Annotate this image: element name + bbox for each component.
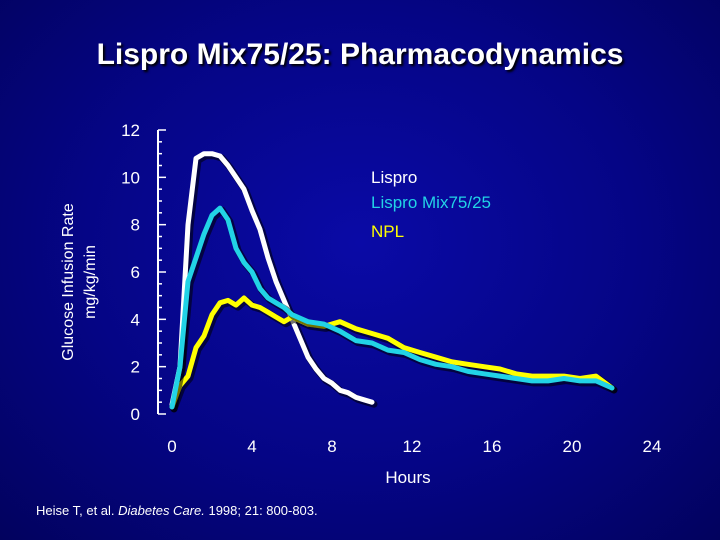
x-tick-label: 12 <box>403 437 422 456</box>
y-axis-unit-label: mg/kg/min <box>82 245 99 319</box>
chart-series <box>169 151 618 413</box>
x-tick-label: 24 <box>643 437 662 456</box>
legend-item: NPL <box>371 222 404 241</box>
citation-authors: Heise T, et al. <box>36 503 119 518</box>
y-tick-label: 4 <box>131 310 140 329</box>
slide-title: Lispro Mix75/25: Pharmacodynamics <box>96 38 624 71</box>
x-tick-label: 0 <box>167 437 176 456</box>
series-line-npl <box>169 295 615 410</box>
y-tick-label: 2 <box>131 358 140 377</box>
y-axis-label: Glucose Infusion Rate <box>60 203 77 361</box>
chart-labels: Glucose Infusion Rate mg/kg/min Hours <box>60 203 431 487</box>
y-tick-label: 0 <box>131 405 140 424</box>
x-tick-label: 4 <box>247 437 256 456</box>
citation: Heise T, et al. Diabetes Care. 1998; 21:… <box>36 503 318 518</box>
series-line-lispro-mix75-25 <box>169 205 615 410</box>
y-tick-label: 10 <box>121 168 140 187</box>
x-tick-label: 8 <box>327 437 336 456</box>
legend-item: Lispro <box>371 168 417 187</box>
legend-item: Lispro Mix75/25 <box>371 193 491 212</box>
x-axis-label: Hours <box>385 468 430 487</box>
citation-journal: Diabetes Care. <box>118 503 205 518</box>
x-tick-label: 20 <box>563 437 582 456</box>
y-tick-label: 6 <box>131 263 140 282</box>
y-tick-label: 8 <box>131 216 140 235</box>
y-tick-label: 12 <box>121 121 140 140</box>
citation-details: 1998; 21: 800-803. <box>204 503 318 518</box>
chart-legend: Lispro Lispro Mix75/25 NPL <box>371 168 491 241</box>
series-line-lispro <box>169 151 375 407</box>
x-tick-label: 16 <box>483 437 502 456</box>
